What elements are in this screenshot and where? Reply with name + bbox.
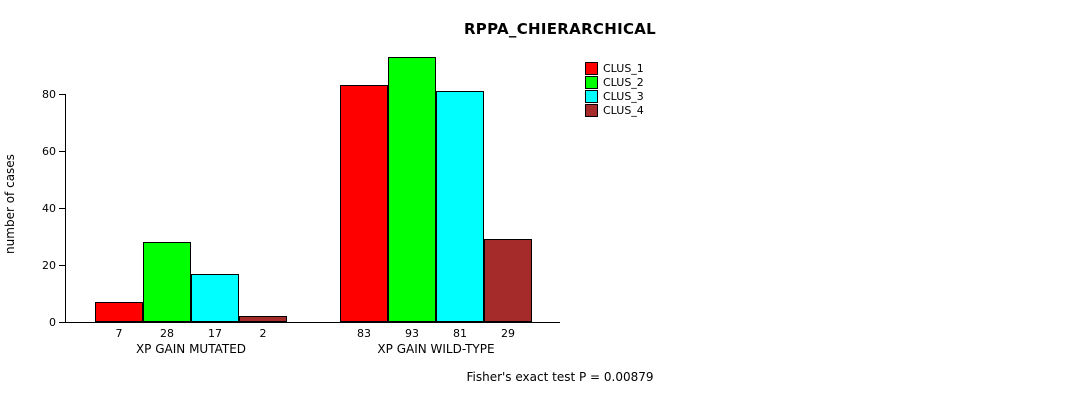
legend-item: CLUS_1 [585,62,644,75]
bar-value-label: 83 [357,327,371,340]
y-axis-line [65,94,66,322]
y-tick-mark [59,93,65,95]
y-tick-mark [59,150,65,152]
bar [143,242,191,322]
legend-label: CLUS_4 [603,104,644,117]
bar [95,302,143,322]
bar [388,57,436,322]
y-tick-mark [59,321,65,323]
legend-item: CLUS_2 [585,76,644,89]
bar-value-label: 2 [259,327,267,340]
legend-label: CLUS_3 [603,90,644,103]
bar-value-label: 28 [160,327,174,340]
bar-value-label: 17 [208,327,222,340]
legend-swatch [585,90,598,103]
legend-label: CLUS_1 [603,62,644,75]
y-tick-label: 0 [49,316,56,329]
legend-label: CLUS_2 [603,76,644,89]
bar-value-label: 29 [501,327,515,340]
legend-swatch [585,62,598,75]
bar [239,316,287,322]
category-label: XP GAIN WILD-TYPE [377,342,495,356]
bar [436,91,484,322]
y-tick-label: 40 [42,202,56,215]
y-tick-mark [59,264,65,266]
category-label: XP GAIN MUTATED [135,342,247,356]
y-tick-label: 60 [42,145,56,158]
y-tick-label: 80 [42,88,56,101]
bar-value-label: 7 [115,327,123,340]
annotation-text: Fisher's exact test P = 0.00879 [466,370,654,384]
bar-value-label: 81 [453,327,467,340]
legend-swatch [585,76,598,89]
y-tick-mark [59,207,65,209]
legend: CLUS_1 CLUS_2 CLUS_3 CLUS_4 [585,62,644,118]
legend-item: CLUS_4 [585,104,644,117]
x-axis-line [65,322,560,323]
bar [484,239,532,322]
y-tick-label: 20 [42,259,56,272]
legend-item: CLUS_3 [585,90,644,103]
legend-swatch [585,104,598,117]
chart-title: RPPA_CHIERARCHICAL [463,20,657,38]
bar-value-label: 93 [405,327,419,340]
bar [340,85,388,322]
bar [191,274,239,322]
